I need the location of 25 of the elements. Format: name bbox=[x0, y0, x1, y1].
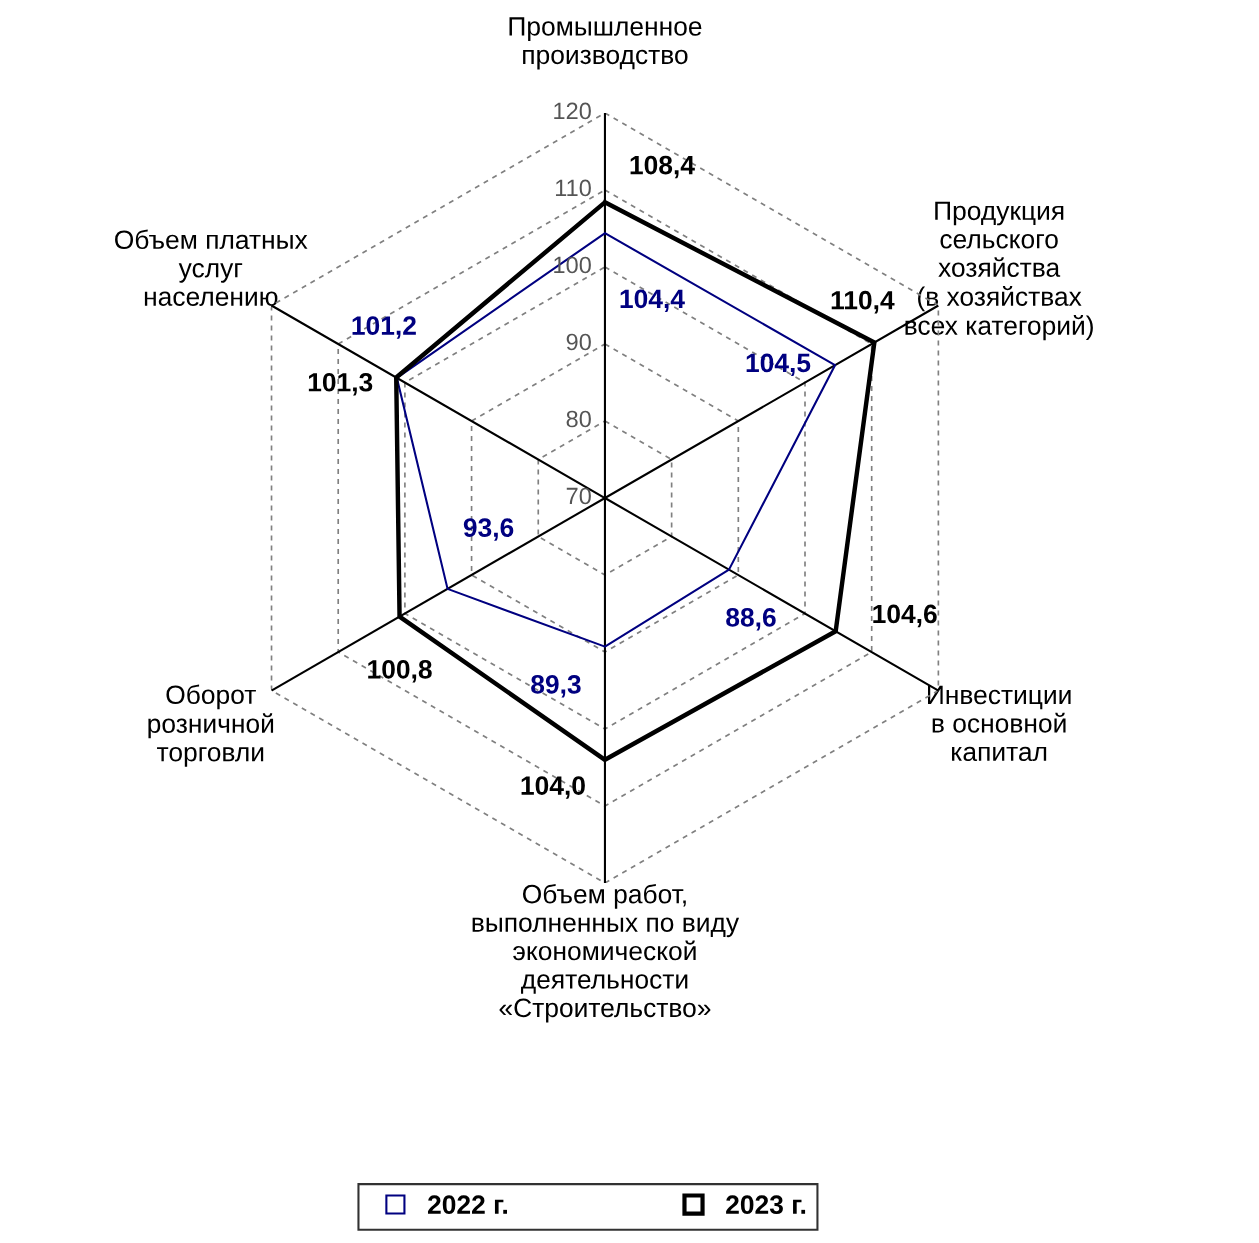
y-tick-label: 90 bbox=[566, 333, 591, 351]
data-label: 100,8 bbox=[368, 659, 432, 683]
spoke-label: Промышленное производство bbox=[509, 17, 702, 70]
data-label: 101,3 bbox=[308, 372, 373, 396]
spoke-label: Продукция сельского хозяйства (в хозяйствах всех категорий) bbox=[905, 201, 1093, 341]
y-tick-label: 80 bbox=[566, 410, 591, 428]
spoke-label: Инвестиции в основной капитал bbox=[928, 685, 1071, 762]
spoke-label: Оборот розничной торговли bbox=[148, 684, 274, 767]
data-label: 104,4 bbox=[620, 289, 685, 313]
data-label: 93,6 bbox=[463, 518, 514, 541]
data-label: 104,6 bbox=[873, 604, 937, 628]
spoke-label: Объем работ, выполненных по виду экономической деятельности «Строительство» bbox=[472, 883, 740, 1023]
data-label: 89,3 bbox=[531, 675, 581, 698]
y-tick-label: 120 bbox=[554, 102, 591, 120]
data-label: 104,5 bbox=[746, 353, 811, 377]
data-label: 104,0 bbox=[521, 776, 585, 799]
legend-label: 2023 г. bbox=[726, 1195, 806, 1215]
y-tick-label: 70 bbox=[566, 487, 591, 505]
data-label: 108,4 bbox=[630, 155, 695, 179]
y-tick-label: 110 bbox=[555, 179, 591, 197]
data-label: 110,4 bbox=[831, 290, 895, 314]
data-label: 101,2 bbox=[352, 316, 416, 339]
legend-label: 2022 г. bbox=[427, 1195, 507, 1215]
spoke-label: Объем платных услуг населению bbox=[115, 229, 308, 306]
data-label: 88,6 bbox=[726, 608, 776, 631]
